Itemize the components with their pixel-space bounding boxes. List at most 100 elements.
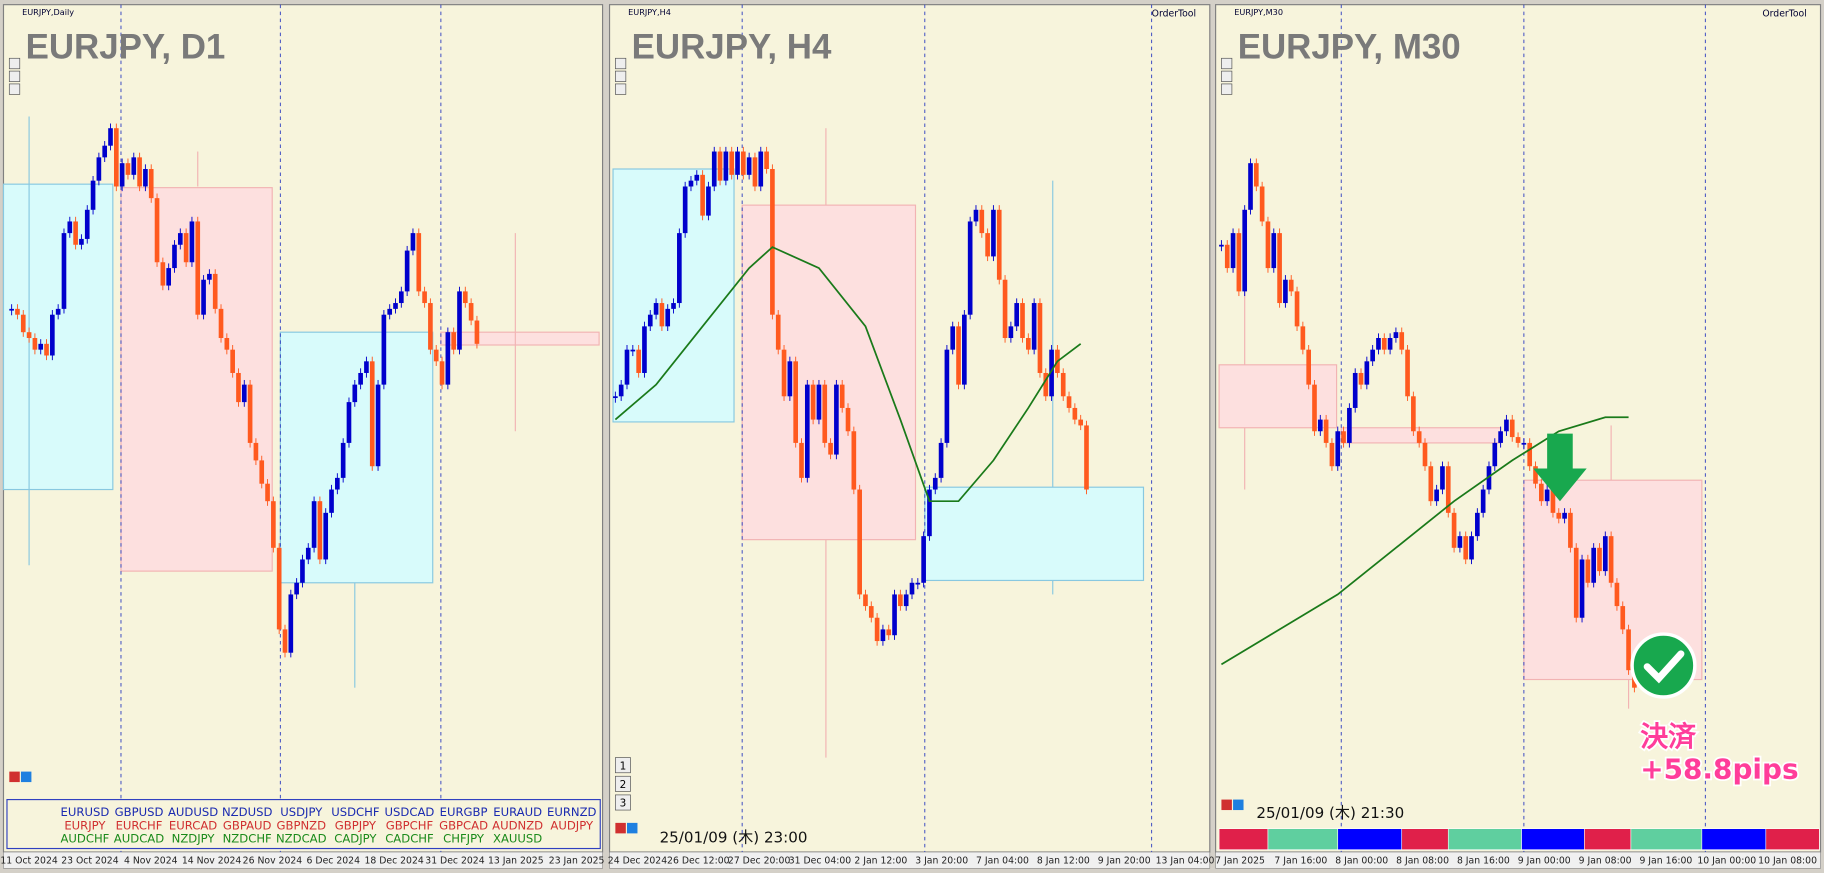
candle <box>137 157 142 187</box>
annotation: 決済 <box>1640 720 1697 753</box>
symbol-link[interactable]: USDCHF <box>331 805 380 819</box>
symbol-link[interactable]: EURAUD <box>493 805 542 819</box>
symbol-link[interactable]: USDJPY <box>280 805 323 819</box>
candle <box>636 349 641 373</box>
candle <box>230 349 235 373</box>
candle <box>15 308 20 315</box>
candle <box>1358 372 1364 385</box>
symbol-link[interactable]: GBPJPY <box>335 818 377 832</box>
candle <box>653 303 659 315</box>
symbol-link[interactable]: GBPUSD <box>115 805 164 819</box>
candle <box>857 489 862 595</box>
tool-icon[interactable] <box>20 771 32 783</box>
symbol-link[interactable]: GBPCHF <box>386 818 434 832</box>
candle <box>1271 233 1277 269</box>
symbol-link[interactable]: GBPNZD <box>277 818 327 832</box>
side-button[interactable] <box>8 57 21 70</box>
symbol-link[interactable]: CHFJPY <box>443 832 485 846</box>
candle <box>1248 163 1253 210</box>
side-button[interactable] <box>615 57 627 70</box>
candle <box>1335 431 1341 467</box>
candle <box>694 174 700 181</box>
symbol-link[interactable]: EURUSD <box>61 805 110 819</box>
moving-average <box>614 246 1082 503</box>
symbol-link[interactable]: GBPAUD <box>223 818 272 832</box>
tool-icon[interactable] <box>615 822 626 834</box>
tool-icon[interactable] <box>627 822 638 834</box>
candle <box>787 361 793 397</box>
number-button[interactable] <box>615 794 631 811</box>
symbol-link[interactable]: AUDCHF <box>60 832 109 846</box>
candle <box>1562 512 1567 519</box>
candle <box>1515 437 1521 443</box>
side-button[interactable] <box>8 83 21 95</box>
time-label: 24 Dec 2024 <box>608 856 667 867</box>
candle <box>1480 489 1486 513</box>
time-axis <box>1215 851 1821 869</box>
symbol-link[interactable]: NZDUSD <box>222 805 272 819</box>
side-button[interactable] <box>1221 83 1233 95</box>
candle <box>276 547 282 630</box>
zone-box <box>612 168 735 423</box>
candle <box>271 501 276 548</box>
candle <box>839 384 845 408</box>
candle <box>1060 372 1066 397</box>
candle <box>909 582 915 595</box>
candle <box>1236 233 1242 292</box>
symbol-link[interactable]: AUDJPY <box>550 818 594 832</box>
symbol-link[interactable]: CADCHF <box>385 832 434 846</box>
symbol-link[interactable]: AUDNZD <box>492 818 543 832</box>
candle <box>317 501 323 560</box>
symbol-link[interactable]: AUDUSD <box>168 805 218 819</box>
number-button[interactable] <box>615 757 631 774</box>
candle <box>1504 419 1509 432</box>
tool-icon[interactable] <box>1233 799 1244 811</box>
symbol-link[interactable]: NZDCAD <box>276 832 327 846</box>
candle <box>1411 396 1416 432</box>
candle <box>393 303 398 309</box>
candle <box>1451 512 1457 548</box>
symbol-link[interactable]: EURJPY <box>64 818 106 832</box>
symbol-link[interactable]: USDCAD <box>385 805 435 819</box>
symbol-link[interactable]: EURCHF <box>116 818 163 832</box>
side-button[interactable] <box>8 70 21 82</box>
candle <box>265 483 270 502</box>
symbol-link[interactable]: EURNZD <box>547 805 597 819</box>
symbol-link[interactable]: EURGBP <box>440 805 488 819</box>
tool-icon[interactable] <box>1221 799 1232 811</box>
zone-box <box>2 183 114 491</box>
symbol-link[interactable]: NZDJPY <box>172 832 216 846</box>
tool-icon[interactable] <box>9 771 20 783</box>
candle <box>207 273 212 280</box>
candle <box>1031 303 1037 350</box>
candle <box>1463 536 1469 560</box>
symbol-link[interactable]: XAUUSD <box>493 832 542 846</box>
candle <box>381 314 387 385</box>
side-button[interactable] <box>615 70 627 82</box>
side-button[interactable] <box>615 83 627 95</box>
candle <box>445 332 451 385</box>
candle <box>723 151 729 181</box>
time-label: 7 Jan 04:00 <box>976 856 1029 867</box>
candle <box>1579 559 1585 618</box>
symbol-link[interactable]: NZDCHF <box>223 832 272 846</box>
candle <box>1475 512 1480 537</box>
candle <box>90 180 96 210</box>
symbol-link[interactable]: CADJPY <box>334 832 377 846</box>
side-button[interactable] <box>1221 70 1233 82</box>
candle <box>1428 466 1434 502</box>
candle <box>932 477 938 490</box>
side-button[interactable] <box>1221 57 1233 70</box>
candle <box>1008 326 1014 339</box>
number-button[interactable] <box>615 775 631 792</box>
symbol-link[interactable]: GBPCAD <box>439 818 488 832</box>
candle <box>1341 431 1346 443</box>
candle <box>1277 233 1282 304</box>
symbol-link[interactable]: EURCAD <box>169 818 217 832</box>
candle <box>1440 466 1445 490</box>
candle <box>1527 442 1533 467</box>
symbol-link[interactable]: AUDCAD <box>114 832 164 846</box>
candle <box>335 477 340 490</box>
candle <box>96 157 102 181</box>
candle <box>212 273 218 309</box>
